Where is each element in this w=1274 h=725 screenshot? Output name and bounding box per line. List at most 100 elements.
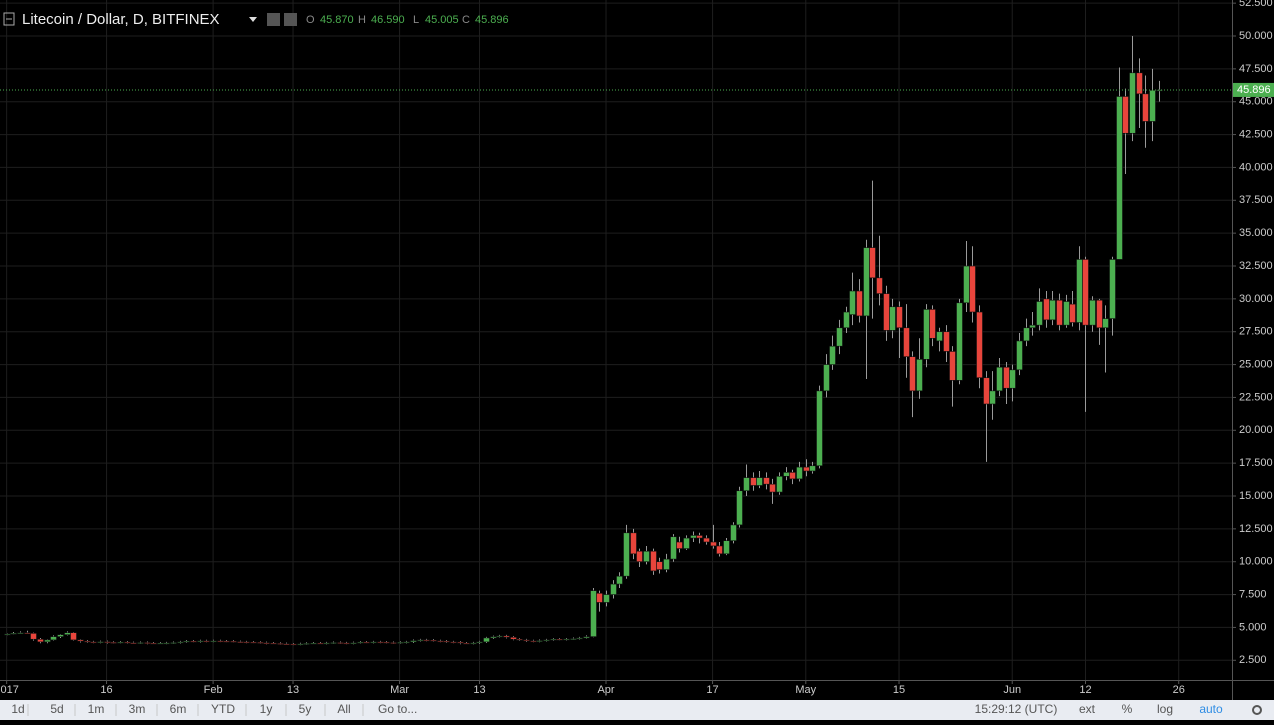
settings-icon[interactable] (284, 13, 297, 26)
collapse-icon[interactable] (3, 12, 15, 26)
x-tick-label: 16 (100, 684, 112, 696)
candle-body (243, 641, 250, 644)
candle-body (876, 277, 883, 294)
scale-option[interactable]: auto (1199, 702, 1223, 716)
candle-body (856, 290, 863, 317)
x-tick-label: 13 (473, 684, 485, 696)
candle-body (330, 642, 337, 644)
dropdown-caret[interactable] (249, 17, 257, 22)
y-tick-label: 37.500 (1239, 194, 1273, 206)
candle-body (929, 309, 936, 339)
candle-body (104, 641, 111, 643)
candle-body (670, 536, 677, 560)
range-button[interactable]: 1d (11, 702, 24, 716)
candle-body (723, 540, 730, 555)
readout-value: 45.005 (425, 14, 459, 26)
readout-value: 45.896 (475, 14, 509, 26)
x-tick-label: 15 (893, 684, 905, 696)
candle-body (1082, 259, 1089, 326)
candle-body (237, 641, 244, 643)
candle-body (590, 590, 597, 637)
range-button[interactable]: 1m (88, 702, 105, 716)
candle-body (889, 306, 896, 331)
candle-body (323, 642, 330, 645)
candle-body (317, 642, 324, 645)
candle-body (650, 550, 657, 572)
scale-option[interactable]: log (1157, 702, 1173, 716)
candle-body (230, 641, 237, 643)
candle-body (250, 641, 257, 644)
candle-body (776, 475, 783, 493)
candle-body (390, 642, 397, 644)
y-tick-label: 52.500 (1239, 0, 1273, 9)
clock: 15:29:12 (UTC) (975, 702, 1058, 716)
readout-label: L (413, 14, 419, 26)
range-button[interactable]: All (337, 702, 350, 716)
candle-body (1023, 327, 1030, 342)
candle-body (943, 331, 950, 352)
candle-body (197, 640, 204, 643)
settings-gear[interactable] (1252, 705, 1262, 715)
chart-title[interactable]: Litecoin / Dollar, D, BITFINEX (22, 11, 220, 28)
candle-body (1122, 96, 1129, 134)
readout-value: 45.870 (320, 14, 354, 26)
readout-label: O (306, 14, 315, 26)
candle-body (337, 642, 344, 644)
visibility-icon[interactable] (267, 13, 280, 26)
range-button[interactable]: 3m (129, 702, 146, 716)
ohlc-readout: O 45.870 H 46.590 L 45.005 C 45.896 (306, 14, 509, 26)
y-tick-label: 35.000 (1239, 227, 1273, 239)
candle-body (936, 331, 943, 342)
candle-body (223, 640, 230, 643)
candle-body (909, 356, 916, 392)
y-tick-label: 5.000 (1239, 621, 1267, 633)
range-button[interactable]: YTD (211, 702, 235, 716)
candle-body (64, 632, 71, 635)
candle-body (743, 477, 750, 492)
candle-body (570, 638, 577, 640)
candle-body (217, 640, 224, 643)
candle-body (769, 483, 776, 493)
candle-body (796, 466, 803, 480)
candle-body (57, 634, 64, 637)
candle-body (410, 640, 417, 643)
y-tick-label: 2.500 (1239, 654, 1267, 666)
candle-body (283, 643, 290, 646)
candle-body (989, 390, 996, 405)
candle-body (863, 247, 870, 317)
candle-body (377, 641, 384, 644)
candle-body (263, 642, 270, 644)
candle-body (210, 640, 217, 643)
candle-body (470, 642, 477, 645)
candle-body (630, 532, 637, 555)
candle-body (130, 642, 137, 644)
candle-body (803, 466, 810, 472)
candle-body (556, 638, 563, 641)
goto-button[interactable]: Go to... (378, 702, 417, 716)
scale-option[interactable]: ext (1079, 702, 1096, 716)
candle-body (383, 641, 390, 644)
scale-option[interactable]: % (1122, 702, 1133, 716)
candle-body (1102, 318, 1109, 329)
range-button[interactable]: 5y (299, 702, 312, 716)
candle-body (816, 390, 823, 467)
toolbar-items: 1d 5d 1m 3m 6m YTD 1y 5y All Go to... 15:29:12 (UT… (11, 702, 1223, 716)
x-tick-label: 26 (1173, 684, 1185, 696)
candle-body (370, 641, 377, 644)
candle-body (683, 537, 690, 549)
candle-body (17, 632, 24, 634)
x-tick-label: May (795, 684, 816, 696)
candle-body (789, 472, 796, 480)
candle-body (77, 639, 84, 642)
range-button[interactable]: 5d (50, 702, 63, 716)
y-tick-label: 17.500 (1239, 457, 1273, 469)
candle-body (170, 642, 177, 644)
range-button[interactable]: 6m (170, 702, 187, 716)
candle-body (90, 641, 97, 644)
candle-body (10, 633, 17, 635)
y-tick-label: 20.000 (1239, 424, 1273, 436)
readout-value: 46.590 (371, 14, 405, 26)
range-button[interactable]: 1y (260, 702, 273, 716)
candle-body (423, 639, 430, 642)
candle-body (270, 642, 277, 645)
